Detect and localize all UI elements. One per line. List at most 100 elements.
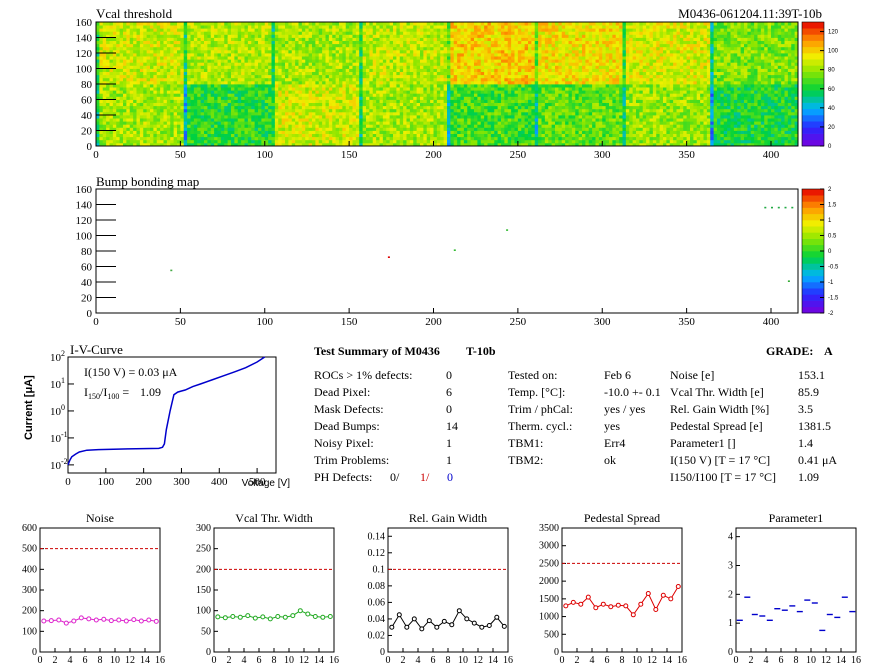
vcal-cell	[190, 68, 195, 72]
vcal-cell	[494, 90, 499, 94]
vcal-cell	[379, 56, 384, 60]
vcal-cell	[308, 142, 313, 147]
vcal-cell	[399, 71, 404, 76]
vcal-cell	[389, 111, 394, 116]
vcal-cell	[106, 65, 110, 69]
vcal-cell	[366, 127, 370, 131]
vcal-cell	[369, 99, 374, 103]
vcal-cell	[197, 130, 202, 134]
vcal-cell	[325, 133, 330, 138]
vcal-cell	[173, 53, 178, 57]
vcal-cell	[426, 84, 431, 88]
vcal-cell	[487, 115, 492, 119]
vcal-cell	[440, 40, 445, 45]
vcal-cell	[382, 142, 387, 147]
vcal-cell	[298, 62, 303, 66]
vcal-cell	[160, 80, 164, 85]
vcal-cell	[133, 84, 137, 88]
vcal-cell	[511, 68, 515, 72]
vcal-cell	[514, 46, 519, 51]
vcal-cell	[514, 118, 519, 122]
vcal-cell	[325, 71, 330, 76]
vcal-cell	[345, 90, 350, 94]
vcal-cell	[126, 108, 131, 113]
vcal-cell	[291, 62, 296, 66]
vcal-cell	[112, 62, 117, 66]
vcal-cell	[143, 53, 148, 57]
vcal-cell	[193, 28, 198, 32]
vcal-cell	[460, 124, 465, 128]
vcal-cell	[480, 53, 485, 57]
vcal-cell	[160, 105, 164, 110]
vcal-cell	[497, 87, 502, 91]
vcal-cell	[318, 34, 323, 38]
vcal-cell	[470, 34, 475, 38]
vcal-cell	[440, 65, 445, 69]
vcal-cell	[133, 25, 137, 29]
vcal-cell	[396, 133, 401, 138]
vcal-cell	[129, 37, 134, 41]
vcal-cell	[177, 124, 181, 128]
vcal-cell	[494, 65, 499, 69]
vcal-cell	[295, 68, 299, 72]
vcal-cell	[227, 40, 232, 45]
vcal-cell	[143, 130, 148, 134]
vcal-cell	[177, 93, 181, 97]
vcal-cell	[355, 127, 360, 131]
vcal-cell	[409, 34, 414, 38]
vcal-cell	[180, 53, 185, 57]
vcal-cell	[382, 96, 387, 100]
vcal-cell	[126, 53, 131, 57]
vcal-cell	[389, 102, 394, 107]
vcal-cell	[99, 65, 104, 69]
vcal-cell	[274, 118, 279, 122]
vcal-cell	[328, 25, 333, 29]
vcal-cell	[231, 25, 235, 29]
vcal-cell	[234, 99, 239, 103]
vcal-cell	[450, 28, 455, 32]
vcal-cell	[379, 124, 384, 128]
vcal-cell	[450, 124, 455, 128]
vcal-cell	[312, 62, 316, 66]
vcal-cell	[96, 77, 100, 82]
vcal-cell	[146, 111, 151, 116]
vcal-cell	[409, 37, 414, 41]
vcal-cell	[494, 62, 499, 66]
vcal-cell	[369, 121, 374, 125]
vcal-cell	[251, 74, 256, 79]
vcal-cell	[220, 31, 225, 35]
vcal-cell	[308, 71, 313, 76]
vcal-cell	[298, 59, 303, 63]
vcal-cell	[376, 118, 380, 122]
vcal-cell	[474, 74, 478, 79]
vcal-cell	[119, 133, 124, 138]
vcal-cell	[264, 49, 269, 54]
vcal-cell	[301, 102, 306, 107]
vcal-cell	[231, 37, 235, 41]
vcal-cell	[376, 142, 380, 147]
vcal-cell	[443, 62, 448, 66]
vcal-cell	[430, 96, 434, 100]
vcal-cell	[335, 133, 340, 138]
vcal-cell	[403, 62, 407, 66]
vcal-cell	[207, 133, 212, 138]
vcal-cell	[136, 99, 141, 103]
vcal-cell	[193, 93, 198, 97]
vcal-cell	[484, 49, 488, 54]
vcal-cell	[416, 105, 421, 110]
vcal-cell	[511, 136, 515, 141]
vcal-cell	[312, 22, 316, 26]
vcal-cell	[504, 80, 509, 85]
vcal-cell	[507, 127, 512, 131]
vcal-cell	[480, 65, 485, 69]
vcal-cell	[214, 53, 218, 57]
vcal-cell	[440, 124, 445, 128]
vcal-cell	[187, 43, 191, 48]
vcal-cell	[423, 90, 428, 94]
vcal-cell	[271, 37, 276, 41]
vcal-cell	[106, 142, 110, 147]
vcal-cell	[511, 25, 515, 29]
vcal-cell	[335, 90, 340, 94]
vcal-cell	[197, 74, 202, 79]
vcal-cell	[420, 90, 424, 94]
